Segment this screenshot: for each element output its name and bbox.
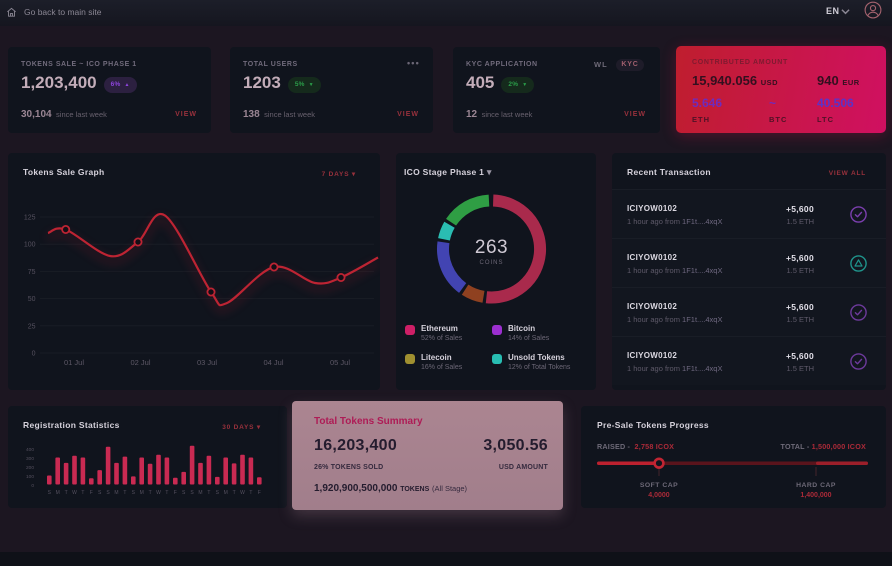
- svg-text:S: S: [216, 490, 220, 496]
- svg-text:4,0000: 4,0000: [648, 492, 670, 499]
- svg-text:M: M: [140, 490, 144, 496]
- svg-text:S: S: [106, 490, 110, 496]
- svg-text:F: F: [174, 490, 177, 496]
- svg-text:0: 0: [31, 483, 34, 489]
- svg-text:T: T: [207, 490, 210, 496]
- svg-text:M: M: [198, 490, 202, 496]
- svg-text:03 Jul: 03 Jul: [197, 358, 217, 367]
- svg-text:02 Jul: 02 Jul: [130, 358, 150, 367]
- svg-text:05 Jul: 05 Jul: [330, 358, 350, 367]
- svg-text:01 Jul: 01 Jul: [64, 358, 84, 367]
- svg-text:S: S: [190, 490, 194, 496]
- svg-text:T: T: [65, 490, 68, 496]
- svg-text:50: 50: [28, 296, 36, 303]
- svg-text:T: T: [81, 490, 84, 496]
- svg-text:T: T: [249, 490, 252, 496]
- svg-text:T: T: [233, 490, 236, 496]
- svg-text:SOFT CAP: SOFT CAP: [640, 482, 678, 489]
- svg-text:T: T: [165, 490, 168, 496]
- svg-text:T: T: [123, 490, 126, 496]
- svg-text:W: W: [240, 490, 245, 496]
- svg-text:M: M: [224, 490, 228, 496]
- svg-text:200: 200: [26, 465, 34, 471]
- svg-text:COINS: COINS: [479, 260, 503, 266]
- svg-text:100: 100: [24, 242, 36, 249]
- svg-text:400: 400: [26, 447, 34, 453]
- svg-text:W: W: [72, 490, 77, 496]
- svg-text:25: 25: [28, 323, 36, 330]
- svg-text:1,400,000: 1,400,000: [800, 492, 831, 499]
- svg-text:263: 263: [475, 237, 508, 258]
- svg-text:M: M: [114, 490, 118, 496]
- svg-text:T: T: [149, 490, 152, 496]
- svg-text:F: F: [90, 490, 93, 496]
- svg-text:125: 125: [24, 215, 36, 222]
- svg-text:S: S: [48, 490, 52, 496]
- svg-text:M: M: [56, 490, 60, 496]
- svg-text:0: 0: [32, 351, 36, 358]
- svg-text:W: W: [156, 490, 161, 496]
- svg-text:S: S: [132, 490, 136, 496]
- svg-text:S: S: [182, 490, 186, 496]
- svg-text:F: F: [258, 490, 261, 496]
- svg-text:HARD CAP: HARD CAP: [796, 482, 836, 489]
- svg-text:300: 300: [26, 456, 34, 462]
- svg-text:S: S: [98, 490, 102, 496]
- svg-text:75: 75: [28, 269, 36, 276]
- svg-text:04 Jul: 04 Jul: [263, 358, 283, 367]
- svg-text:100: 100: [26, 474, 34, 480]
